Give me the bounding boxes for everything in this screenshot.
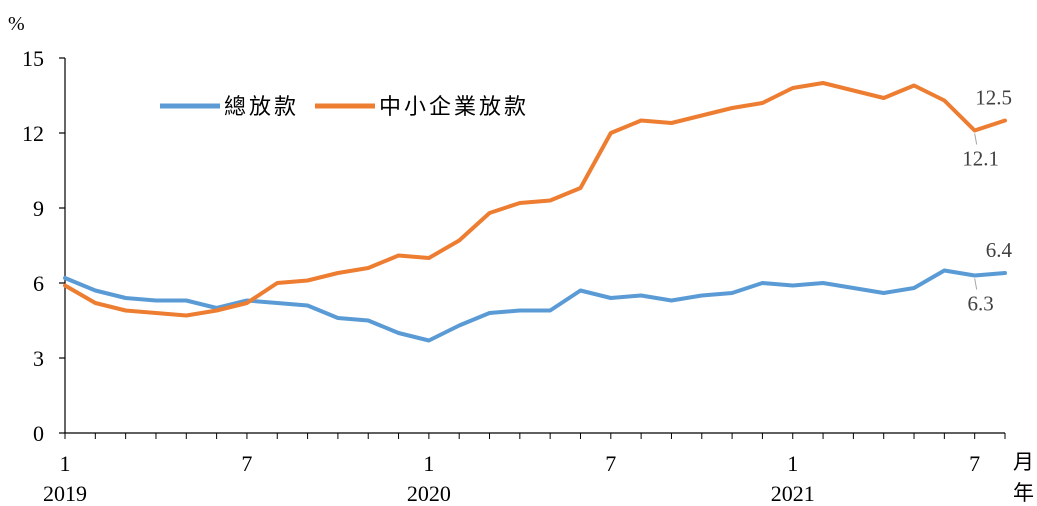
data-labels: 6.4 6.3 12.5 12.1 — [962, 86, 1012, 316]
y-tick-label: 0 — [33, 421, 44, 446]
data-label: 6.4 — [986, 238, 1013, 262]
y-tick-label: 12 — [22, 121, 44, 146]
series-layer — [63, 81, 1007, 343]
data-label: 6.3 — [968, 292, 994, 316]
data-label: 12.5 — [975, 86, 1012, 110]
legend-label-sme-loans: 中小企業放款 — [379, 95, 529, 120]
x-tick-label-month: 1 — [423, 451, 434, 476]
data-label-leader — [974, 278, 978, 290]
x-tick-label-month: 7 — [969, 451, 980, 476]
x-tick-label-year: 2020 — [407, 481, 451, 506]
x-tick-label-year: 2019 — [43, 481, 87, 506]
y-tick-label: 15 — [22, 46, 44, 71]
x-tick-label-month: 1 — [60, 451, 71, 476]
legend: 總放款 中小企業放款 — [160, 95, 529, 120]
x-tick-label-year: 2021 — [771, 481, 815, 506]
x-axis-month-label: 月 — [1013, 450, 1034, 474]
legend-label-total-loans: 總放款 — [224, 95, 299, 120]
x-axis-year-label: 年 — [1013, 481, 1034, 505]
y-axis-ticks: 0 3 6 9 12 15 — [22, 46, 65, 446]
x-tick-label-month: 7 — [241, 451, 252, 476]
total-loans-line — [63, 268, 1007, 343]
y-axis-unit-label: % — [8, 13, 25, 35]
data-label-leader — [974, 133, 978, 145]
sme-loans-line — [63, 81, 1007, 318]
data-label: 12.1 — [962, 147, 999, 171]
y-tick-label: 3 — [33, 346, 44, 371]
x-tick-label-month: 7 — [605, 451, 616, 476]
x-axis-ticks: 1 7 1 7 1 7 2019 2020 2021 — [43, 433, 1006, 506]
y-tick-label: 9 — [33, 196, 44, 221]
y-tick-label: 6 — [33, 271, 44, 296]
x-tick-label-month: 1 — [787, 451, 798, 476]
